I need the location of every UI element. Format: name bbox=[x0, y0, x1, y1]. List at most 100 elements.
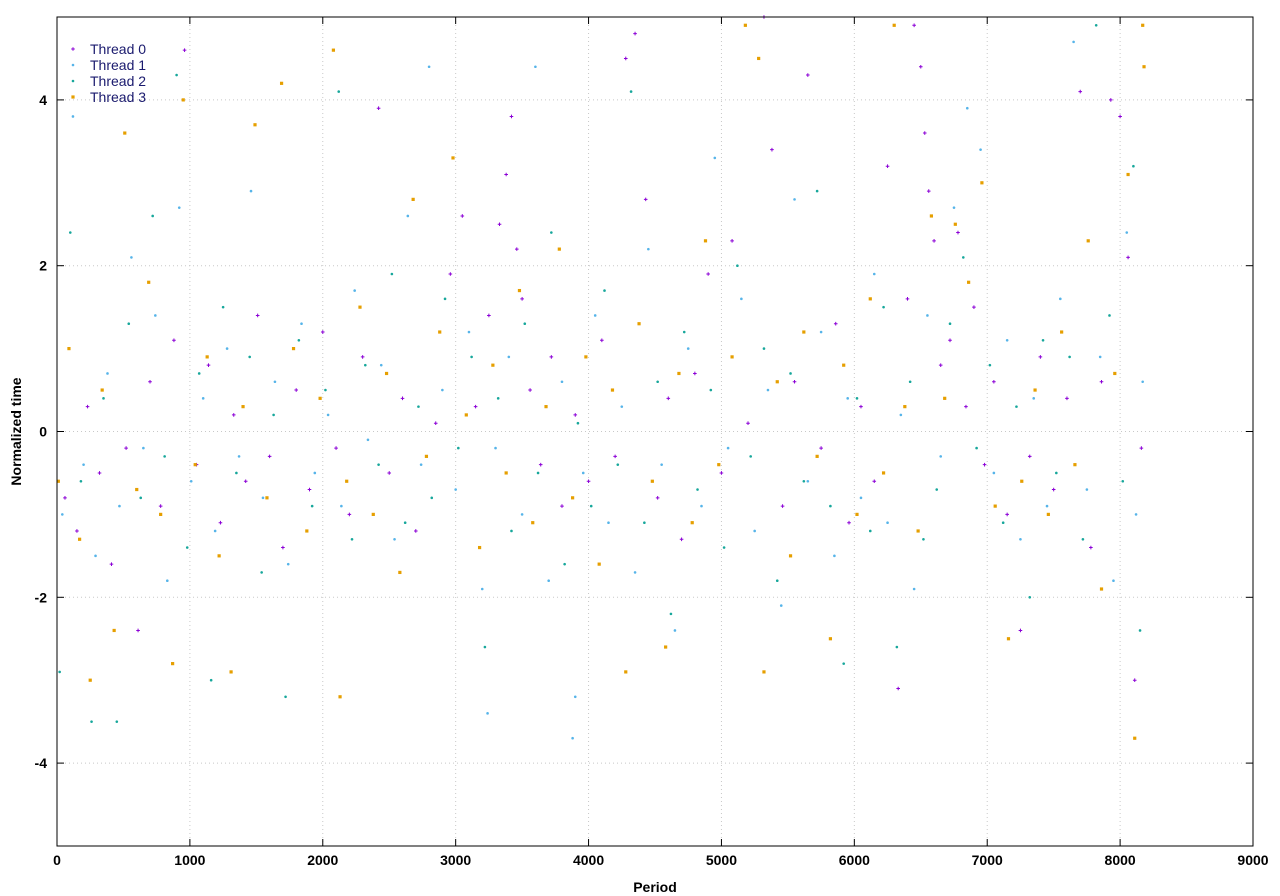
data-point bbox=[457, 446, 460, 450]
data-point bbox=[1015, 405, 1018, 408]
data-point bbox=[576, 421, 580, 425]
data-point bbox=[1078, 89, 1083, 94]
data-point bbox=[980, 181, 984, 185]
data-point bbox=[1132, 678, 1137, 682]
data-point bbox=[127, 322, 131, 326]
data-point bbox=[1118, 114, 1122, 119]
data-point bbox=[766, 388, 770, 392]
data-point bbox=[967, 280, 971, 284]
data-point bbox=[623, 56, 628, 61]
x-tick-label: 0 bbox=[53, 852, 61, 868]
data-point bbox=[677, 371, 681, 376]
data-point bbox=[142, 446, 145, 450]
data-point bbox=[430, 496, 434, 500]
data-point bbox=[690, 521, 694, 525]
data-point bbox=[350, 537, 354, 541]
data-point bbox=[1098, 355, 1102, 359]
data-point bbox=[531, 521, 535, 525]
data-point bbox=[393, 537, 396, 541]
data-point bbox=[58, 670, 61, 674]
data-point bbox=[922, 537, 925, 541]
data-point bbox=[547, 579, 550, 583]
data-point bbox=[819, 446, 823, 450]
data-point bbox=[571, 496, 575, 500]
data-point bbox=[655, 496, 660, 500]
data-point bbox=[802, 330, 806, 334]
data-point bbox=[859, 496, 863, 500]
data-point bbox=[886, 521, 889, 524]
data-point bbox=[669, 612, 673, 616]
data-point bbox=[218, 520, 223, 525]
data-point bbox=[975, 446, 978, 450]
data-point bbox=[1065, 396, 1069, 401]
data-point bbox=[730, 355, 734, 359]
data-point bbox=[448, 272, 453, 276]
data-point bbox=[573, 695, 577, 699]
data-point bbox=[855, 397, 859, 400]
data-point bbox=[584, 355, 588, 359]
data-point bbox=[294, 388, 298, 392]
data-point bbox=[948, 338, 952, 343]
data-point bbox=[624, 670, 628, 674]
data-point bbox=[885, 164, 890, 169]
y-tick-label: 2 bbox=[39, 258, 47, 274]
data-point bbox=[88, 678, 92, 682]
data-point bbox=[201, 397, 205, 400]
data-point bbox=[366, 438, 370, 442]
data-point bbox=[433, 421, 438, 426]
data-point bbox=[353, 289, 356, 292]
data-point bbox=[1133, 736, 1137, 740]
data-point bbox=[992, 379, 996, 384]
data-point bbox=[438, 330, 442, 334]
data-point bbox=[284, 695, 287, 699]
data-point bbox=[497, 222, 502, 227]
data-point bbox=[520, 297, 524, 301]
data-point bbox=[424, 454, 429, 458]
data-point bbox=[956, 230, 960, 235]
data-point bbox=[953, 222, 957, 226]
data-point bbox=[347, 512, 352, 517]
data-point bbox=[267, 454, 272, 459]
x-tick-label: 1000 bbox=[174, 852, 205, 868]
data-point bbox=[656, 380, 659, 384]
data-point bbox=[833, 554, 836, 558]
data-point bbox=[872, 272, 876, 276]
legend-marker bbox=[71, 47, 75, 51]
data-point bbox=[918, 64, 923, 69]
data-point bbox=[544, 405, 548, 409]
y-tick-label: -4 bbox=[35, 755, 48, 771]
data-point bbox=[703, 239, 708, 243]
data-point bbox=[411, 197, 415, 201]
data-point bbox=[307, 487, 312, 492]
data-point bbox=[952, 206, 956, 209]
data-point bbox=[1125, 231, 1129, 234]
data-point bbox=[833, 321, 838, 326]
data-point bbox=[118, 504, 121, 508]
data-point bbox=[899, 413, 903, 417]
data-point bbox=[1041, 339, 1045, 342]
data-point bbox=[281, 545, 285, 550]
data-point bbox=[780, 504, 785, 508]
data-point bbox=[916, 529, 920, 533]
data-point bbox=[988, 363, 992, 367]
data-point bbox=[1059, 297, 1062, 301]
data-point bbox=[182, 48, 187, 52]
data-point bbox=[743, 23, 747, 27]
data-point bbox=[647, 247, 650, 251]
data-point bbox=[61, 513, 64, 516]
data-point bbox=[400, 396, 405, 401]
data-point bbox=[338, 695, 342, 699]
data-point bbox=[451, 156, 455, 160]
data-point bbox=[520, 513, 524, 516]
data-point bbox=[643, 521, 646, 524]
data-point bbox=[650, 479, 654, 483]
data-point bbox=[806, 479, 810, 483]
data-point bbox=[241, 405, 245, 409]
data-point bbox=[895, 645, 899, 649]
series-thread-2 bbox=[58, 23, 1142, 723]
data-point bbox=[1018, 628, 1023, 633]
legend-label: Thread 2 bbox=[90, 73, 146, 89]
data-point bbox=[71, 115, 75, 118]
data-point bbox=[510, 529, 513, 533]
axis-ticks: 0 1000 2000 3000 4000 5000 6000 7000 8000 9000 -4 -… bbox=[35, 17, 1269, 868]
